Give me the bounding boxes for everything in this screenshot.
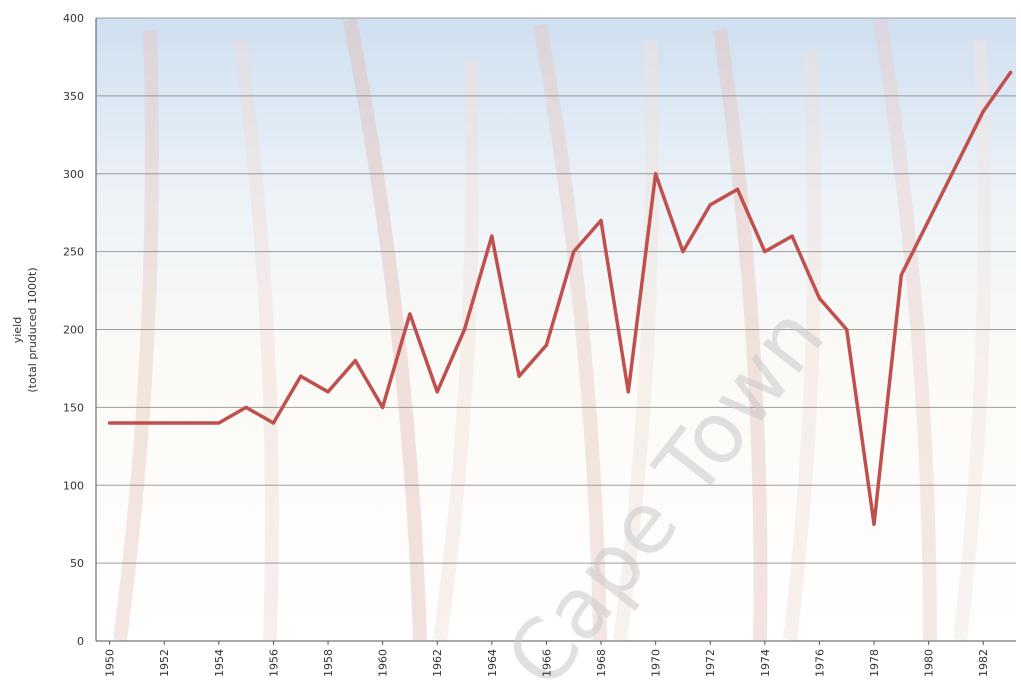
data-point <box>735 187 740 191</box>
wheat-stalk <box>953 39 992 641</box>
data-point <box>189 421 194 425</box>
data-point <box>435 390 439 394</box>
wheat-stalk <box>113 29 159 641</box>
data-point <box>326 390 330 394</box>
x-tick-label: 1968 <box>595 649 608 677</box>
y-axis-label: yield (total pruduced 1000t) <box>11 267 39 392</box>
x-tick-label: 1976 <box>813 649 826 677</box>
data-point <box>544 343 549 347</box>
x-tick-label: 1972 <box>704 649 717 677</box>
wheat-stalk <box>533 23 607 641</box>
x-tick-label: 1950 <box>104 649 117 677</box>
x-tick-label: 1952 <box>158 649 171 677</box>
y-tick-label: 200 <box>63 324 84 337</box>
yield-series-line <box>107 70 1013 526</box>
data-point <box>1008 70 1013 75</box>
y-axis-label-line2: (total pruduced 1000t) <box>26 267 39 392</box>
axes <box>95 18 1016 645</box>
x-tick-label: 1958 <box>322 649 335 677</box>
data-point <box>490 234 494 238</box>
x-tick-label: 1978 <box>868 649 881 677</box>
data-point <box>981 109 985 114</box>
data-point <box>271 421 276 425</box>
data-point <box>790 234 794 238</box>
data-point <box>681 250 685 254</box>
data-point <box>162 421 166 425</box>
series <box>107 70 1013 526</box>
y-tick-label: 250 <box>63 246 84 259</box>
data-point <box>599 218 603 223</box>
x-tick-label: 1954 <box>213 649 226 677</box>
data-point <box>353 359 357 363</box>
y-tick-label: 150 <box>63 401 84 414</box>
x-tick-labels: 1950 1952 1954 1956 1958 1960 1962 1964 1966 1968… <box>104 649 991 677</box>
wheat-stalk <box>433 59 479 641</box>
y-tick-label: 400 <box>63 12 84 25</box>
data-point <box>872 522 876 526</box>
x-tick-label: 1966 <box>540 649 553 677</box>
wheat-stalk <box>713 28 768 641</box>
data-point <box>899 273 903 277</box>
x-tick-label: 1974 <box>759 649 772 677</box>
data-point <box>381 405 385 409</box>
wheat-stalk <box>613 39 659 641</box>
data-point <box>517 374 521 378</box>
data-point <box>217 421 221 425</box>
data-point <box>763 250 767 254</box>
x-tick-label: 1960 <box>377 649 390 677</box>
wheat-stalk <box>233 39 279 641</box>
x-tick-label: 1980 <box>923 649 936 677</box>
y-tick-label: 0 <box>77 635 84 648</box>
y-tick-label: 300 <box>63 168 84 181</box>
data-point <box>108 421 112 425</box>
data-point <box>408 312 412 316</box>
x-tick-label: 1982 <box>977 649 990 677</box>
y-tick-label: 100 <box>63 479 84 492</box>
data-point <box>708 203 712 207</box>
y-tick-labels: 0 50 100 150 200 250 300 350 400 <box>63 12 84 648</box>
y-tick-label: 350 <box>63 90 84 103</box>
x-tick-label: 1962 <box>431 649 444 677</box>
x-tick-label: 1964 <box>486 649 499 677</box>
data-point <box>462 327 467 332</box>
wheat-stalk <box>783 49 822 641</box>
data-point <box>845 327 849 332</box>
data-point <box>572 250 576 254</box>
data-point <box>626 390 630 394</box>
grid-lines <box>96 17 1016 564</box>
data-point <box>654 172 658 176</box>
data-point <box>817 296 822 300</box>
x-tick-label: 1970 <box>650 649 663 677</box>
data-point <box>927 218 931 223</box>
y-axis-label-line1: yield <box>11 317 24 343</box>
data-point <box>954 164 958 168</box>
data-point <box>299 374 303 378</box>
data-point <box>244 405 248 409</box>
y-tick-label: 50 <box>70 557 84 570</box>
x-tick-label: 1956 <box>267 649 280 677</box>
data-point <box>135 421 139 425</box>
